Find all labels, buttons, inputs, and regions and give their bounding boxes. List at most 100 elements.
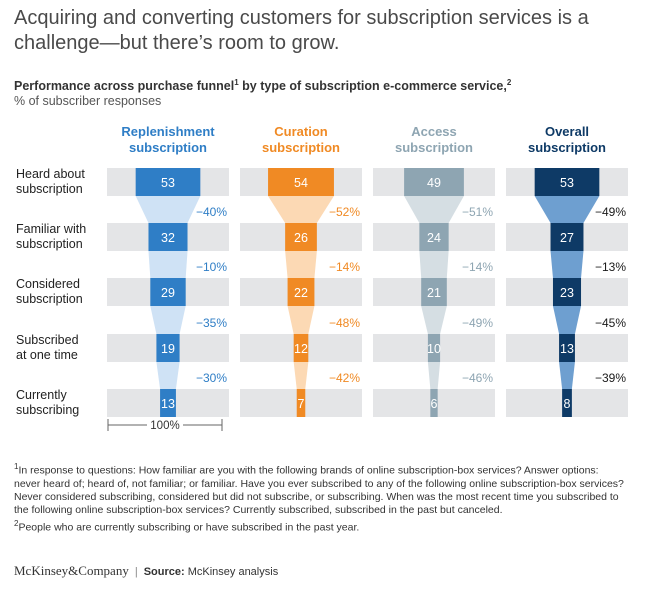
funnel-connector-3-4 [427, 362, 441, 389]
stage-label-1-line-2: subscription [16, 182, 83, 196]
funnel-bar-3-4 [427, 334, 441, 362]
funnel-value-2-4: 12 [294, 342, 308, 356]
funnel-bar-1-4 [156, 334, 180, 362]
stage-change-3-2: −14% [462, 260, 493, 274]
stage-label-3-line-1: Considered [16, 277, 80, 291]
stage-label-1-line-1: Heard about [16, 167, 85, 181]
stage-label-3-line-2: subscription [16, 292, 83, 306]
funnel-value-3-4: 10 [427, 342, 441, 356]
funnel-connector-2-2 [285, 251, 317, 278]
footnote-2: 2People who are currently subscribing or… [14, 517, 624, 535]
mckinsey-logo: McKinsey&Company [14, 563, 129, 578]
funnel-value-2-5: 7 [298, 397, 305, 411]
series-header-2-line-1: Curation [274, 124, 328, 139]
stage-change-2-3: −48% [329, 316, 360, 330]
funnel-chart: ReplenishmentsubscriptionCurationsubscri… [16, 124, 628, 432]
funnel-value-3-2: 24 [427, 231, 441, 245]
footnote-2-mark: 2 [14, 518, 19, 528]
funnel-bar-3-5 [430, 389, 438, 417]
series-header-1-line-1: Replenishment [121, 124, 215, 139]
source-label: Source: [143, 566, 185, 578]
funnel-bar-1-2 [148, 223, 188, 251]
source-text: McKinsey analysis [184, 566, 279, 578]
stage-change-2-4: −42% [329, 371, 360, 385]
stage-change-4-4: −39% [595, 371, 626, 385]
scale-label: 100% [150, 420, 179, 432]
subtitle-footnote-2: 2 [506, 78, 512, 87]
funnel-bar-4-1 [534, 168, 600, 196]
funnel-connector-2-4 [293, 362, 309, 389]
footer-separator: | [134, 566, 138, 578]
stage-change-1-4: −30% [196, 371, 227, 385]
funnel-value-1-5: 13 [161, 397, 175, 411]
stage-change-1-2: −10% [196, 260, 227, 274]
funnel-connector-4-1 [534, 196, 600, 223]
funnel-connector-1-3 [150, 306, 186, 334]
funnel-bar-3-3 [421, 278, 447, 306]
stage-change-4-1: −49% [595, 205, 626, 219]
stage-label-2-line-2: subscription [16, 237, 83, 251]
funnel-bar-4-4 [559, 334, 575, 362]
funnel-bar-2-2 [285, 223, 317, 251]
funnel-value-4-4: 13 [560, 342, 574, 356]
series-header-4-line-1: Overall [545, 124, 589, 139]
funnel-bar-3-2 [419, 223, 449, 251]
series-header-2-line-2: subscription [262, 140, 340, 155]
funnel-connector-4-2 [550, 251, 584, 278]
series-header-3-line-2: subscription [395, 140, 473, 155]
funnel-bar-3-1 [404, 168, 464, 196]
funnel-connector-1-1 [135, 196, 201, 223]
stage-label-5-line-1: Currently [16, 388, 67, 402]
funnel-value-2-3: 22 [294, 286, 308, 300]
funnel-connector-2-1 [268, 196, 334, 223]
funnel-bar-1-3 [150, 278, 186, 306]
funnel-bar-4-3 [552, 278, 582, 306]
funnel-value-1-3: 29 [161, 286, 175, 300]
funnel-value-1-1: 53 [161, 176, 175, 190]
funnel-value-1-4: 19 [161, 342, 175, 356]
footnote-1: 1In response to questions: How familiar … [14, 460, 624, 517]
chart-subtitle: Performance across purchase funnel1 by t… [14, 78, 511, 93]
funnel-value-3-5: 6 [431, 397, 438, 411]
funnel-connector-3-2 [419, 251, 449, 278]
funnel-value-1-2: 32 [161, 231, 175, 245]
stage-change-1-3: −35% [196, 316, 227, 330]
stage-change-3-4: −46% [462, 371, 493, 385]
stage-change-3-1: −51% [462, 205, 493, 219]
stage-change-4-2: −13% [595, 260, 626, 274]
funnel-value-2-2: 26 [294, 231, 308, 245]
funnel-value-4-3: 23 [560, 286, 574, 300]
funnel-bar-4-2 [550, 223, 584, 251]
footnote-1-text: In response to questions: How familiar a… [14, 464, 624, 516]
funnel-connector-2-3 [287, 306, 315, 334]
funnel-connector-4-3 [552, 306, 582, 334]
funnel-bar-2-1 [268, 168, 334, 196]
stage-change-4-3: −45% [595, 316, 626, 330]
funnel-connector-1-4 [156, 362, 180, 389]
stage-change-3-3: −49% [462, 316, 493, 330]
funnel-connector-4-4 [559, 362, 575, 389]
footer: McKinsey&Company | Source: McKinsey analys… [14, 563, 278, 579]
unit-label: % of subscriber responses [14, 94, 162, 108]
funnel-value-3-1: 49 [427, 176, 441, 190]
stage-label-5-line-2: subscribing [16, 403, 79, 417]
funnel-value-4-5: 8 [564, 397, 571, 411]
funnel-value-4-2: 27 [560, 231, 574, 245]
series-header-4-line-2: subscription [528, 140, 606, 155]
subtitle-mid: by type of subscription e-commerce servi… [238, 79, 507, 94]
funnel-value-4-1: 53 [560, 176, 574, 190]
stage-label-4-line-1: Subscribed [16, 333, 79, 347]
funnel-connector-3-3 [421, 306, 447, 334]
subtitle-footnote-1: 1 [234, 78, 239, 87]
funnel-connector-3-1 [404, 196, 464, 223]
scale-label-background [147, 418, 183, 432]
funnel-bar-2-3 [287, 278, 315, 306]
funnel-bar-1-1 [135, 168, 201, 196]
chart-title: Acquiring and converting customers for s… [14, 7, 589, 54]
subtitle-main: Performance across purchase funnel [14, 79, 235, 94]
funnel-connector-1-2 [148, 251, 188, 278]
stage-change-2-2: −14% [329, 260, 360, 274]
stage-label-4-line-2: at one time [16, 348, 78, 362]
stage-label-2-line-1: Familiar with [16, 222, 86, 236]
funnel-bar-2-5 [296, 389, 306, 417]
